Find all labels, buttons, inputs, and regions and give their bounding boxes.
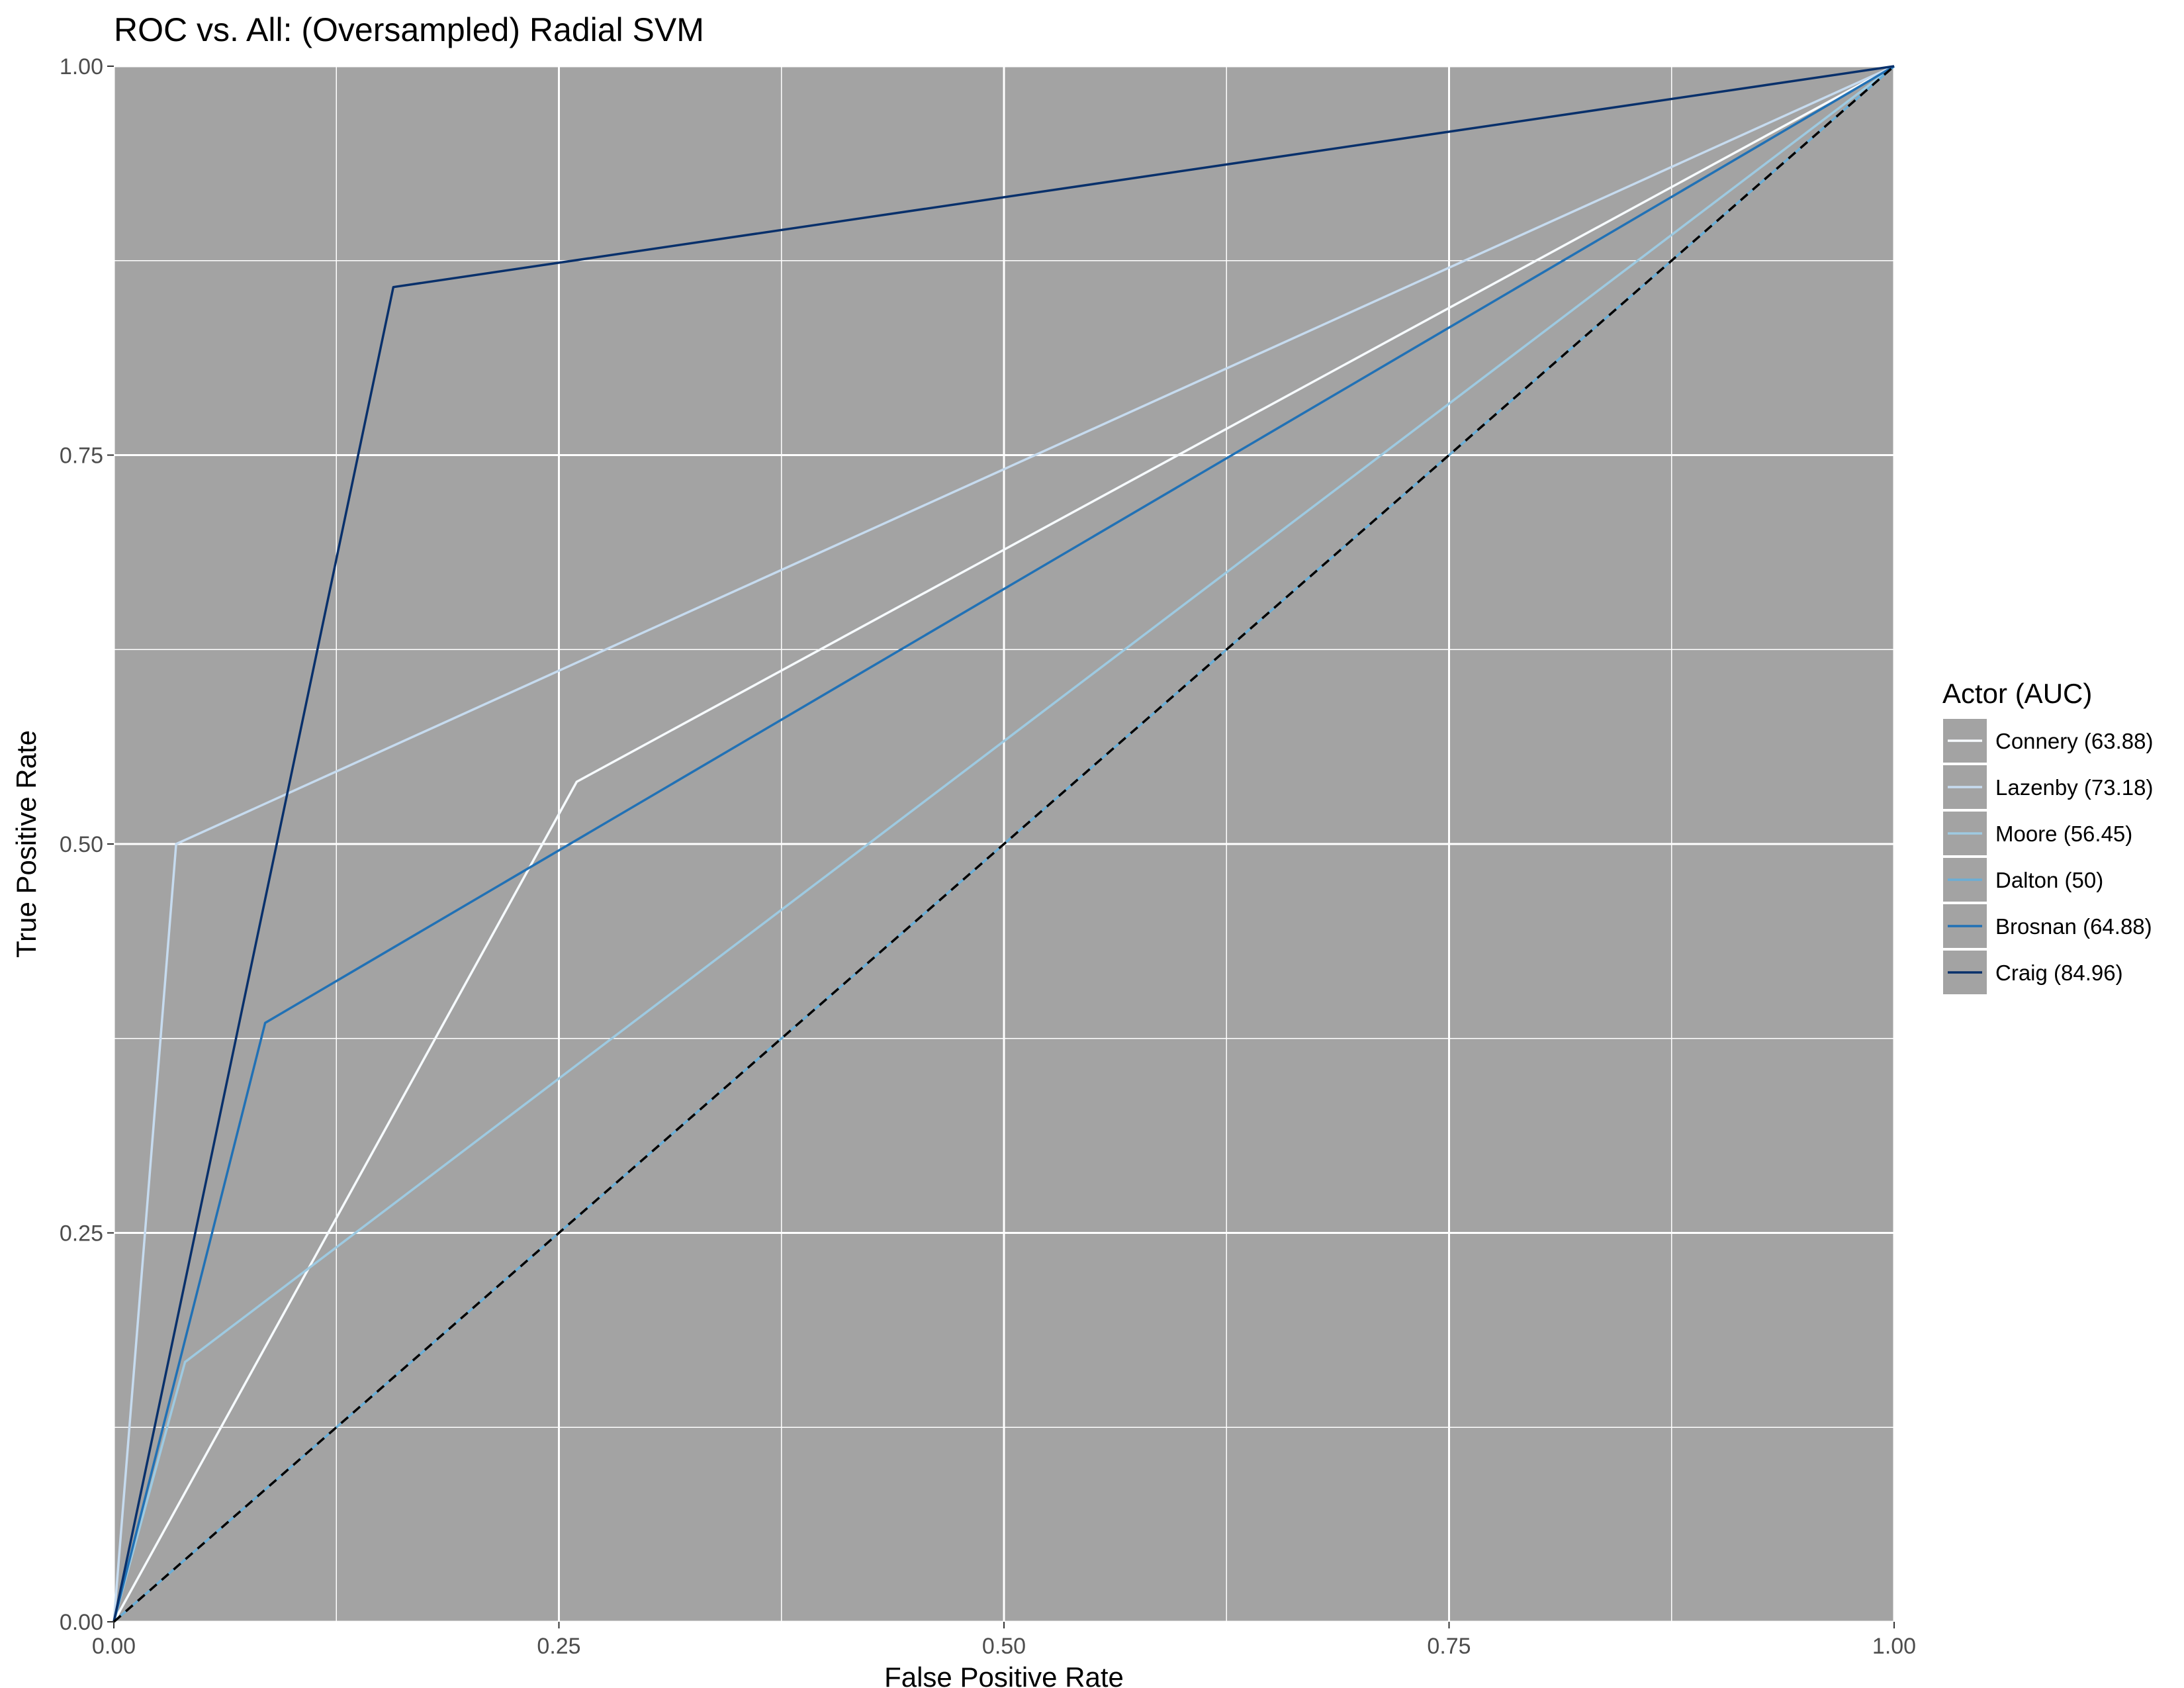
y-tick-label: 1.00 xyxy=(60,54,103,79)
series-line-4 xyxy=(113,65,1895,1622)
x-axis-ticks: 0.00 0.25 0.50 0.75 1.00 xyxy=(92,1622,1916,1659)
x-tick-label: 0.00 xyxy=(92,1634,136,1659)
x-tick-label: 0.75 xyxy=(1427,1634,1471,1659)
legend-title: Actor (AUC) xyxy=(1942,678,2092,709)
x-tick-label: 0.50 xyxy=(982,1634,1026,1659)
legend-label: Connery (63.88) xyxy=(1995,729,2153,753)
legend-label: Brosnan (64.88) xyxy=(1995,914,2152,939)
y-tick-label: 0.75 xyxy=(60,444,103,469)
x-tick-label: 1.00 xyxy=(1872,1634,1916,1659)
y-tick-label: 0.00 xyxy=(60,1610,103,1635)
series-line-5 xyxy=(113,65,1895,1622)
reference-layer xyxy=(113,65,1895,1623)
series-line-2 xyxy=(113,65,1895,1622)
legend-items: Connery (63.88) Lazenby (73.18) Moore (56.… xyxy=(1942,718,2154,996)
series-line-0 xyxy=(113,65,1895,1622)
y-tick-label: 0.25 xyxy=(60,1221,103,1246)
reference-diagonal-line xyxy=(113,65,1895,1623)
legend-label: Moore (56.45) xyxy=(1995,821,2132,846)
y-tick-label: 0.50 xyxy=(60,832,103,857)
y-axis-ticks: 0.00 0.25 0.50 0.75 1.00 xyxy=(60,54,114,1635)
legend-label: Craig (84.96) xyxy=(1995,961,2123,985)
x-tick-label: 0.25 xyxy=(537,1634,580,1659)
legend-label: Dalton (50) xyxy=(1995,868,2103,892)
series-line-1 xyxy=(113,65,1895,1622)
y-axis-title: True Positive Rate xyxy=(11,730,42,958)
x-axis-title: False Positive Rate xyxy=(884,1662,1124,1688)
legend: Actor (AUC) Connery (63.88) Lazenby (73.1… xyxy=(1942,678,2154,996)
chart-title: ROC vs. All: (Oversampled) Radial SVM xyxy=(114,11,704,48)
legend-label: Lazenby (73.18) xyxy=(1995,775,2154,800)
